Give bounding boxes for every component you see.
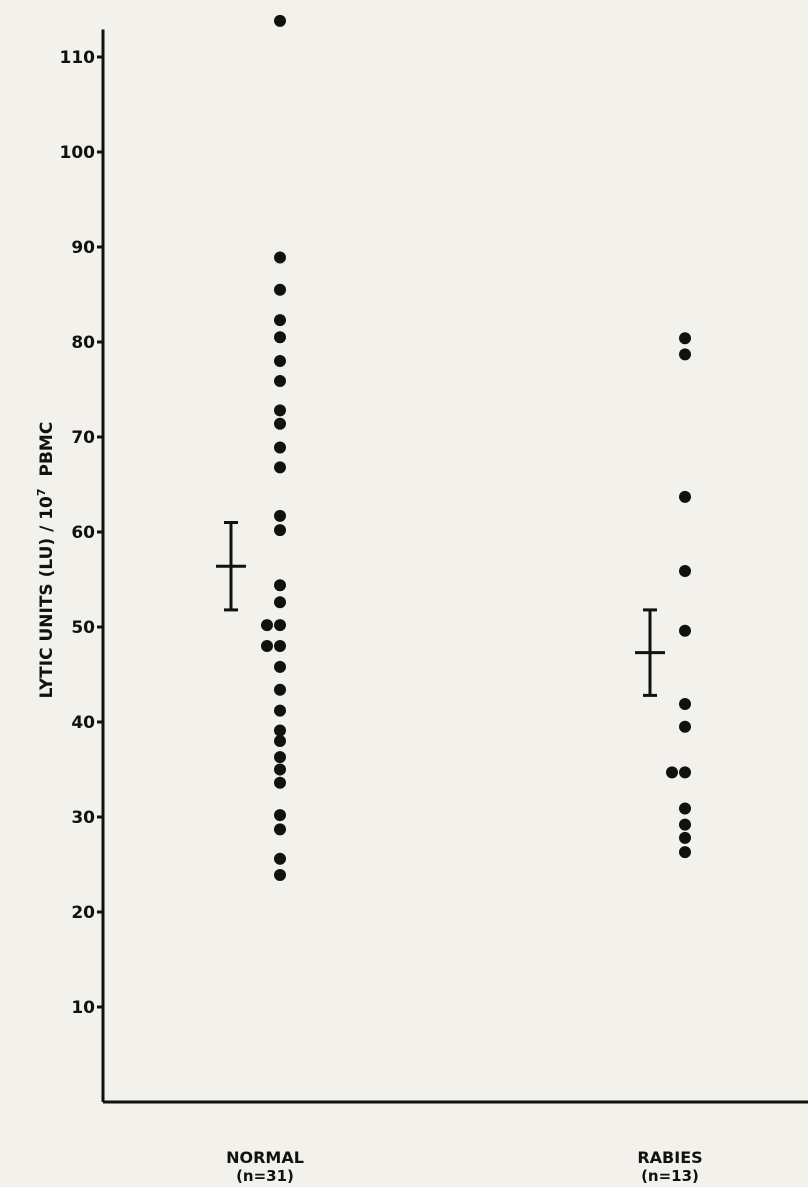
data-dot bbox=[679, 490, 691, 503]
data-dot bbox=[679, 802, 691, 815]
data-dot bbox=[274, 283, 286, 296]
data-dot bbox=[274, 417, 286, 430]
data-dot bbox=[274, 461, 286, 474]
data-dot bbox=[274, 331, 286, 344]
data-dot bbox=[679, 624, 691, 637]
data-dot bbox=[274, 596, 286, 609]
data-dot bbox=[274, 809, 286, 822]
y-tick-label: 30 bbox=[71, 808, 95, 828]
y-tick-label: 100 bbox=[60, 143, 96, 163]
data-dot bbox=[274, 868, 286, 881]
data-dot bbox=[679, 831, 691, 844]
data-dot bbox=[274, 823, 286, 836]
data-dot bbox=[274, 683, 286, 696]
data-dot bbox=[274, 404, 286, 417]
y-label-tail: PBMC bbox=[37, 422, 57, 477]
data-dot bbox=[679, 564, 691, 577]
data-dot bbox=[274, 355, 286, 367]
data-dot bbox=[274, 763, 286, 776]
category-label: NORMAL bbox=[226, 1148, 304, 1167]
y-tick-label: 20 bbox=[71, 903, 95, 923]
data-dot bbox=[679, 332, 691, 345]
data-dot bbox=[274, 314, 286, 327]
data-dot bbox=[274, 704, 286, 717]
sample-size-label: (n=13) bbox=[641, 1167, 699, 1185]
data-dot bbox=[274, 251, 286, 264]
y-tick-label: 10 bbox=[71, 998, 95, 1018]
data-dot bbox=[274, 852, 286, 865]
data-dot bbox=[274, 735, 286, 747]
data-dot bbox=[274, 441, 286, 454]
y-tick-label: 50 bbox=[71, 618, 95, 638]
y-label-main: LYTIC UNITS (LU) / 10 bbox=[37, 496, 57, 698]
data-dot bbox=[261, 640, 273, 652]
data-dot bbox=[274, 524, 286, 537]
y-tick-label: 60 bbox=[71, 523, 95, 543]
category-label: RABIES bbox=[637, 1148, 702, 1167]
y-tick-label: 80 bbox=[71, 333, 95, 353]
y-tick-label: 110 bbox=[60, 48, 96, 68]
data-dot bbox=[679, 766, 691, 779]
data-dot bbox=[679, 348, 691, 361]
data-dot bbox=[274, 14, 286, 27]
data-dot bbox=[261, 619, 273, 632]
y-tick-label: 40 bbox=[71, 713, 95, 733]
data-dot bbox=[679, 720, 691, 733]
data-dot bbox=[274, 619, 286, 632]
y-axis-label: LYTIC UNITS (LU) / 107 PBMC bbox=[35, 422, 57, 699]
y-tick-label: 70 bbox=[71, 428, 95, 448]
sample-size-label: (n=31) bbox=[236, 1167, 294, 1185]
data-dot bbox=[274, 374, 286, 387]
data-dot bbox=[274, 724, 286, 737]
y-tick-label: 90 bbox=[71, 238, 95, 258]
data-dot bbox=[679, 846, 691, 859]
data-dot bbox=[274, 751, 286, 764]
data-dot bbox=[274, 640, 286, 652]
data-dot bbox=[679, 818, 691, 831]
data-dot bbox=[274, 660, 286, 673]
data-dot bbox=[679, 697, 691, 710]
y-label-superscript: 7 bbox=[35, 488, 48, 496]
data-dot bbox=[274, 579, 286, 592]
data-dot bbox=[666, 766, 678, 779]
data-dot bbox=[274, 776, 286, 789]
data-dot bbox=[274, 509, 286, 522]
